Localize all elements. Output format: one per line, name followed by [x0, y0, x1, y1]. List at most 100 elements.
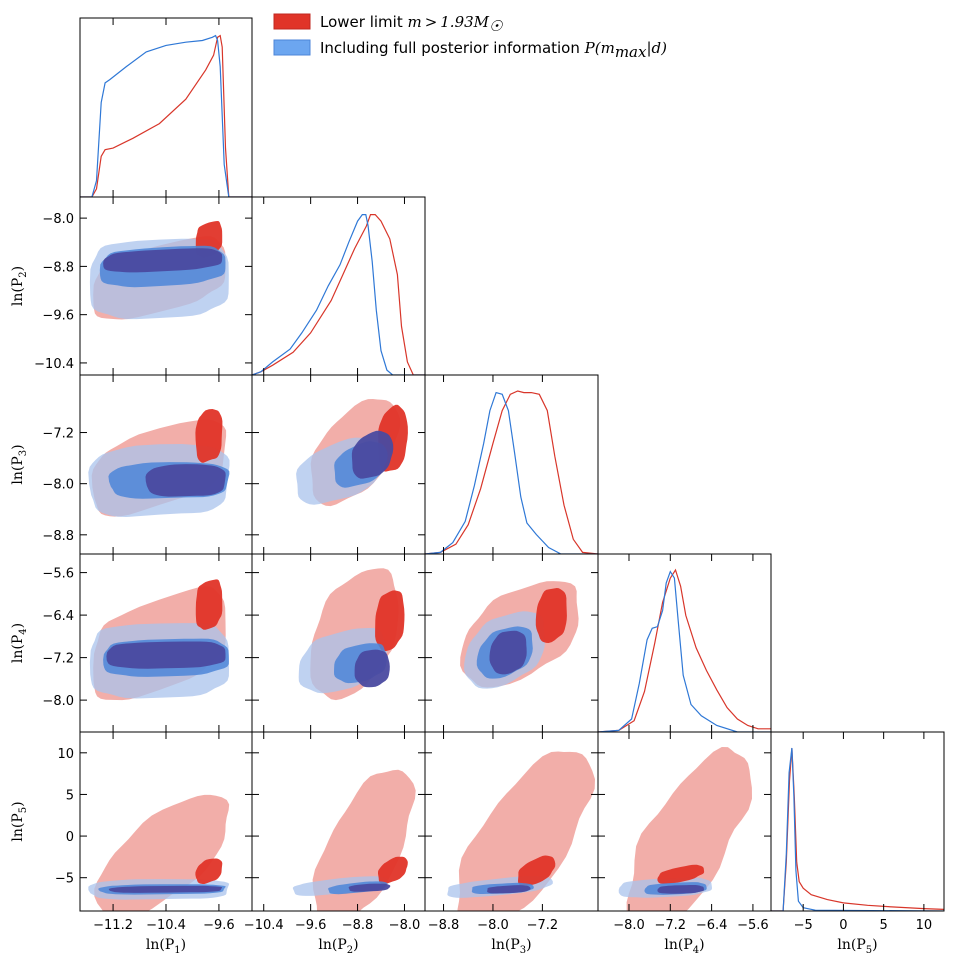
y-axis-label-p3: ln(P3): [10, 444, 29, 484]
x-tick-label-p4: −6.4: [696, 918, 728, 933]
x-tick-label-p4: −7.2: [655, 918, 687, 933]
legend-label-lower-limit: Lower limit m > 1.93M☉: [320, 13, 503, 35]
x-tick-label-p2: −9.6: [295, 918, 327, 933]
y-tick-label-p2: −8.8: [42, 260, 74, 275]
x-tick-label-p4: −8.0: [613, 918, 645, 933]
red-90-region-p1-p5: [94, 794, 230, 911]
frames-layer: [79, 17, 945, 912]
y-tick-label-p4: −8.0: [42, 694, 74, 709]
x-axis-label-p5: ln(P5): [837, 937, 877, 956]
y-tick-label-p3: −8.8: [42, 529, 74, 544]
y-tick-label-p2: −9.6: [42, 309, 74, 324]
marginal-panel-p5: [771, 747, 944, 911]
marginal-panel-p3: [425, 390, 598, 554]
contour-panel-p3-p5: [447, 751, 595, 911]
y-axis-label-p4: ln(P4): [10, 623, 29, 663]
x-axis-label-p1: ln(P1): [146, 937, 186, 956]
x-axis-label-p3: ln(P3): [491, 937, 531, 956]
panel-frame-3-3: [597, 553, 772, 733]
ticks-layer: −11.2 −10.4 −9.6 −10.4 −9.6 −8.8 −8.0 −8.8 −8.0−…: [34, 18, 932, 933]
red-68-region-p1-p5: [195, 858, 223, 884]
y-tick-label-p5: 0: [66, 830, 74, 845]
contour-panel-p1-p4: [89, 579, 230, 701]
x-tick-label-p1: −11.2: [93, 918, 133, 933]
marginal-line-full-posterior-p5: [771, 747, 944, 911]
x-tick-label-p3: −8.0: [477, 918, 509, 933]
overlap-region-p3-p5: [487, 885, 531, 894]
x-tick-label-p5: 0: [839, 918, 847, 933]
y-tick-label-p5: 10: [57, 747, 74, 762]
marginal-line-full-posterior-p2: [252, 214, 425, 375]
x-tick-label-p3: −7.2: [527, 918, 559, 933]
legend: Lower limit m > 1.93M☉ Including full po…: [273, 13, 667, 61]
x-axis-label-p2: ln(P2): [318, 937, 358, 956]
overlap-region-p4-p5: [657, 885, 704, 894]
red-68-region-p2-p4: [375, 590, 405, 652]
marginal-line-lower-limit-p3: [425, 390, 598, 554]
contour-panel-p4-p5: [618, 747, 752, 911]
panel-frame-4-4: [770, 731, 945, 912]
x-tick-label-p2: −10.4: [244, 918, 284, 933]
x-tick-label-p4: −5.6: [737, 918, 769, 933]
marginal-line-full-posterior-p1: [80, 34, 252, 197]
x-tick-label-p3: −8.8: [428, 918, 460, 933]
contour-panel-p2-p5: [292, 769, 416, 911]
marginal-panel-p2: [252, 214, 425, 375]
labels-layer: ln(P1) ln(P2) ln(P3) ln(P4) ln(P5) ln(P2) ln(P…: [10, 266, 878, 956]
y-tick-label-p5: 5: [66, 788, 74, 803]
red-68-region-p1-p3: [195, 409, 223, 463]
marginal-line-lower-limit-p2: [252, 214, 425, 375]
panel-frame-2-2: [424, 374, 599, 555]
y-tick-label-p2: −10.4: [34, 357, 74, 372]
marginal-line-lower-limit-p1: [80, 34, 252, 197]
panel-frame-1-1: [251, 196, 426, 376]
marginal-line-lower-limit-p4: [598, 568, 771, 732]
x-tick-label-p2: −8.0: [389, 918, 421, 933]
y-tick-label-p3: −7.2: [42, 427, 74, 442]
contour-panel-p2-p3: [296, 399, 408, 507]
overlap-region-p2-p5: [348, 883, 391, 892]
y-axis-label-p2: ln(P2): [10, 266, 29, 306]
overlap-region-p1-p2: [103, 248, 223, 273]
marginal-panel-p1: [80, 34, 252, 197]
contour-panel-p1-p2: [89, 221, 229, 320]
contour-panel-p1-p3: [88, 409, 230, 517]
red-68-region-p3-p4: [535, 588, 567, 643]
overlap-region-p2-p4: [354, 649, 390, 688]
y-tick-label-p4: −7.2: [42, 652, 74, 667]
contour-panel-p2-p4: [298, 568, 405, 701]
legend-label-full-posterior: Including full posterior information P(m…: [320, 39, 667, 61]
red-68-region-p2-p5: [378, 856, 408, 885]
y-tick-label-p4: −5.6: [42, 567, 74, 582]
y-tick-label-p3: −8.0: [42, 478, 74, 493]
x-tick-label-p1: −9.6: [203, 918, 235, 933]
overlap-region-p2-p3: [351, 430, 394, 479]
y-axis-label-p5: ln(P5): [10, 801, 29, 841]
legend-swatch-full-posterior: [273, 39, 311, 56]
red-68-region-p4-p5: [657, 864, 705, 884]
marginal-line-full-posterior-p3: [425, 391, 598, 554]
x-tick-label-p1: −10.4: [146, 918, 186, 933]
overlap-region-p1-p3: [145, 464, 226, 497]
red-90-region-p2-p5: [312, 769, 416, 911]
red-68-region-p3-p5: [518, 855, 556, 887]
x-axis-label-p4: ln(P4): [664, 937, 704, 956]
red-68-region-p1-p4: [195, 579, 223, 630]
overlap-region-p1-p4: [106, 641, 226, 669]
x-tick-label-p5: 10: [916, 918, 933, 933]
x-tick-label-p5: 5: [880, 918, 888, 933]
y-tick-label-p4: −6.4: [42, 609, 74, 624]
x-tick-label-p2: −8.8: [342, 918, 374, 933]
red-90-region-p4-p5: [626, 747, 752, 911]
overlap-region-p1-p5: [108, 885, 223, 893]
y-tick-label-p5: −5: [55, 872, 74, 887]
red-90-region-p3-p5: [457, 751, 595, 911]
contour-panel-p3-p4: [460, 581, 579, 689]
contour-panel-p1-p5: [88, 794, 230, 911]
marginal-line-full-posterior-p4: [598, 570, 771, 732]
panels-layer: [80, 34, 944, 911]
marginal-panel-p4: [598, 568, 771, 732]
legend-swatch-lower-limit: [273, 13, 311, 30]
x-tick-label-p5: −5: [794, 918, 813, 933]
